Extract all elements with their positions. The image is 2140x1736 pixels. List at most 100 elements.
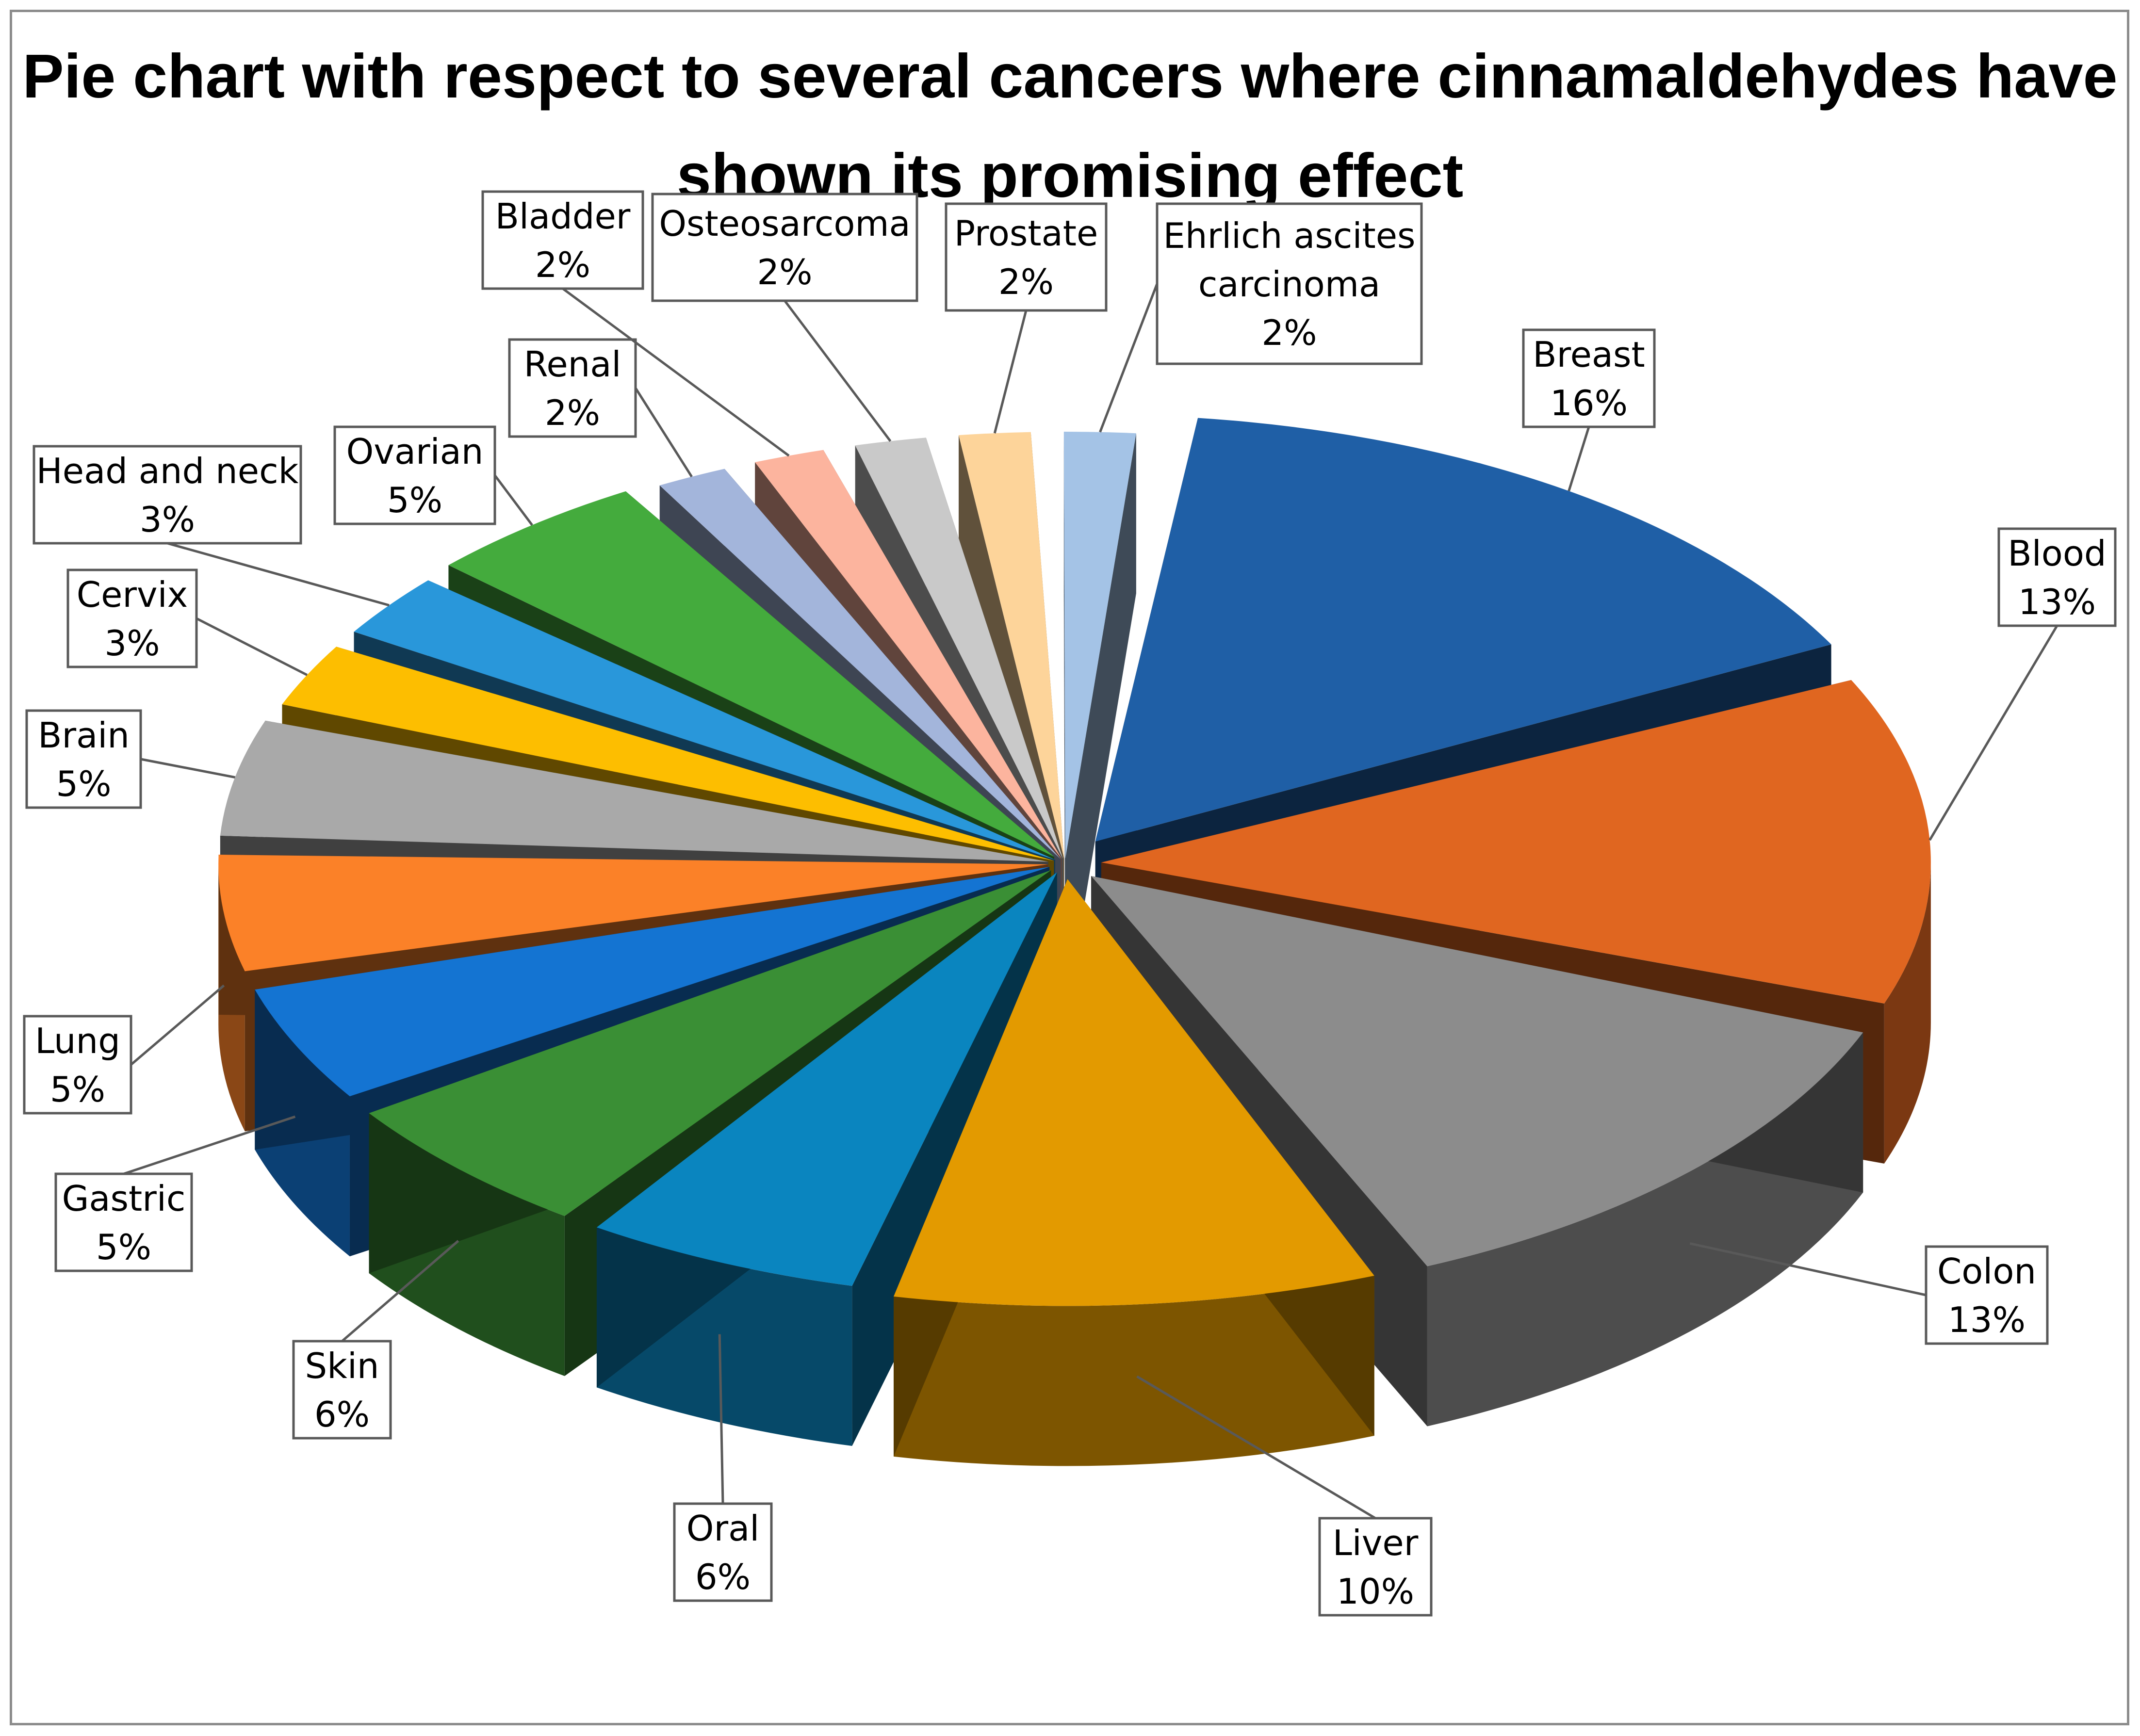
callout-blood: Blood 13% [1928, 527, 2117, 841]
callout-box-breast [1522, 328, 1656, 428]
data-label-brain: 5% [56, 763, 111, 804]
slice-top-bladder [755, 450, 1062, 859]
data-label-colon: 13% [1948, 1299, 2026, 1340]
callout-box-head-and-neck [33, 445, 302, 545]
slice-top-renal [659, 469, 1061, 860]
callout-renal: Renal 2% [508, 338, 693, 478]
slice-top-ovarian [448, 491, 1054, 857]
data-label-prostate: 2% [998, 261, 1054, 302]
leader-line-colon [1689, 1242, 1927, 1297]
category-label-oral: Oral [686, 1508, 759, 1549]
callout-head-and-neck: Head and neck 3% [33, 445, 390, 607]
callout-box-lung [23, 1015, 132, 1115]
slice-top-colon [1091, 876, 1863, 1266]
leader-line-osteosarcoma [784, 300, 892, 442]
category-label-ehrlich-ascites-carcinoma: carcinoma [1198, 264, 1380, 305]
category-label-bladder: Bladder [495, 196, 631, 237]
category-label-breast: Breast [1533, 334, 1645, 375]
category-label-skin: Skin [305, 1346, 379, 1386]
callout-box-brain [25, 709, 142, 809]
slice-top-osteosarcoma [855, 438, 1063, 859]
callout-box-colon [1925, 1245, 2049, 1345]
data-label-breast: 16% [1550, 383, 1628, 423]
callouts-layer: Breast16%Blood13%Colon13%Liver10%Oral6%S… [23, 190, 2117, 1617]
slice-wall-ehrlich-ascites-carcinoma-1 [1065, 433, 1136, 1019]
pie-slice-liver [893, 879, 1374, 1466]
category-label-head-and-neck: Head and neck [36, 451, 299, 491]
leader-line-renal [634, 387, 693, 478]
data-label-osteosarcoma: 2% [757, 252, 812, 292]
slice-top-lung [218, 855, 1048, 972]
data-label-bladder: 2% [535, 244, 590, 285]
leader-line-liver [1136, 1375, 1376, 1520]
slice-top-breast [1095, 418, 1831, 842]
callout-liver: Liver 10% [1136, 1375, 1433, 1617]
slice-top-cervix [282, 647, 1054, 861]
data-label-gastric: 5% [96, 1227, 151, 1267]
slice-top-ehrlich-ascites-carcinoma [1063, 432, 1136, 859]
data-label-renal: 2% [545, 392, 600, 433]
data-label-oral: 6% [695, 1557, 751, 1597]
callout-box-cervix [66, 568, 198, 668]
category-label-colon: Colon [1937, 1251, 2036, 1292]
slice-top-oral [596, 872, 1057, 1286]
leader-line-prostate [993, 310, 1028, 434]
data-label-cervix: 3% [104, 623, 160, 664]
callout-oral: Oral 6% [673, 1334, 773, 1602]
slices-layer [218, 418, 1931, 1466]
leader-line-lung [130, 984, 225, 1066]
slice-wall-gastric-1 [255, 867, 1050, 1150]
category-label-renal: Renal [524, 344, 621, 385]
slice-top-brain [220, 720, 1048, 862]
leader-line-ovarian [493, 474, 533, 526]
slice-top-liver [893, 879, 1374, 1306]
slice-top-head-and-neck [354, 580, 1055, 860]
callout-box-prostate [945, 202, 1108, 312]
data-label-lung: 5% [50, 1069, 105, 1110]
callout-box-oral [673, 1502, 773, 1602]
leader-line-cervix [196, 617, 308, 676]
slice-top-skin [369, 870, 1051, 1216]
data-label-skin: 6% [314, 1394, 370, 1435]
data-label-ovarian: 5% [387, 480, 442, 520]
data-label-ehrlich-ascites-carcinoma: 2% [1261, 312, 1317, 353]
callout-prostate: Prostate 2% [945, 202, 1108, 434]
callout-box-skin [292, 1340, 392, 1440]
callout-box-liver [1318, 1517, 1433, 1617]
callout-osteosarcoma: Osteosarcoma 2% [651, 193, 918, 442]
leader-line-ehrlich-ascites-carcinoma [1099, 283, 1159, 433]
callout-lung: Lung 5% [23, 984, 225, 1115]
callout-brain: Brain 5% [25, 709, 235, 809]
leader-line-bladder [562, 287, 790, 457]
category-label-osteosarcoma: Osteosarcoma [659, 203, 910, 244]
slice-side-blood [1884, 862, 1931, 1164]
pie-slice-ehrlich-ascites-carcinoma [1063, 432, 1136, 1019]
callout-ovarian: Ovarian 5% [333, 425, 533, 526]
slice-side-liver [893, 1276, 1374, 1466]
leader-line-head-and-neck [167, 542, 390, 607]
callout-box-gastric [54, 1172, 193, 1272]
category-label-prostate: Prostate [954, 213, 1098, 254]
slice-top-prostate [959, 432, 1064, 859]
callout-colon: Colon 13% [1689, 1242, 2049, 1345]
data-label-liver: 10% [1337, 1571, 1414, 1612]
category-label-cervix: Cervix [77, 574, 188, 615]
pie-slice-colon [1091, 876, 1863, 1427]
slice-side-colon [1427, 1032, 1863, 1427]
callout-cervix: Cervix 3% [66, 568, 308, 676]
callout-box-osteosarcoma [651, 193, 918, 302]
category-label-lung: Lung [35, 1021, 120, 1061]
category-label-gastric: Gastric [62, 1178, 186, 1219]
leader-line-blood [1928, 625, 2058, 841]
callout-box-ovarian [333, 425, 496, 525]
leader-line-skin [341, 1240, 459, 1342]
leader-line-oral [718, 1334, 724, 1504]
callout-box-ehrlich-ascites-carcinoma [1156, 202, 1423, 365]
leader-line-gastric [123, 1115, 296, 1175]
callout-gastric: Gastric 5% [54, 1115, 296, 1272]
callout-skin: Skin 6% [292, 1240, 459, 1440]
chart-title: Pie chart with respect to several cancer… [22, 42, 2118, 211]
callout-breast: Breast 16% [1522, 328, 1656, 491]
callout-bladder: Bladder 2% [481, 190, 790, 457]
slice-top-gastric [255, 867, 1050, 1097]
